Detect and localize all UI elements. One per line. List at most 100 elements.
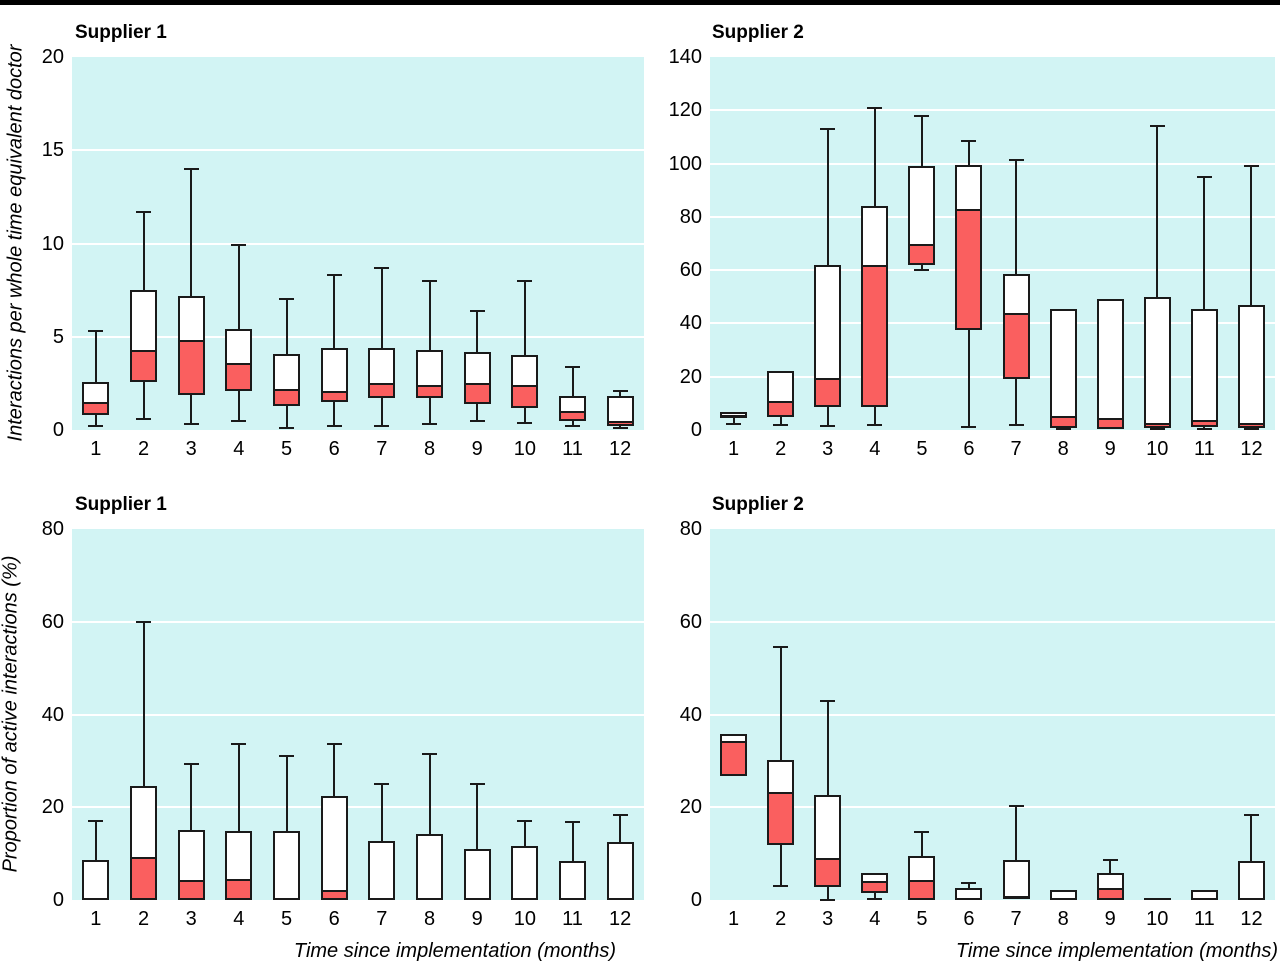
whisker-cap-bottom-month-12 [1243, 428, 1259, 431]
iqr-box-month-12 [606, 842, 634, 900]
y-tick-label-40: 40 [679, 703, 702, 726]
x-tick-label-month-3: 3 [185, 438, 197, 460]
x-tick-label-month-11: 11 [562, 908, 583, 930]
whisker-line-month-1 [732, 412, 735, 425]
y-tick-label-80: 80 [679, 518, 702, 540]
whisker-cap-top-month-9 [469, 309, 485, 312]
x-tick-label-month-6: 6 [328, 438, 340, 460]
whisker-cap-top-month-9 [1102, 858, 1118, 861]
median-band-month-6 [322, 889, 346, 898]
whisker-cap-bottom-month-4 [231, 419, 247, 422]
y-tick-label-140: 140 [668, 46, 702, 68]
x-tick-label-month-4: 4 [869, 908, 881, 930]
whisker-cap-top-month-11 [1196, 175, 1212, 178]
whisker-cap-top-month-6 [961, 139, 977, 142]
gridline-40 [710, 713, 1275, 716]
whisker-cap-top-month-9 [469, 783, 485, 786]
x-tick-label-month-9: 9 [471, 908, 483, 930]
x-tick-label-month-5: 5 [916, 908, 928, 930]
whisker-line-month-10 [1156, 126, 1159, 429]
median-band-month-2 [769, 400, 793, 415]
whisker-line-month-7 [380, 267, 383, 427]
whisker-cap-top-month-6 [326, 743, 342, 746]
y-tick-label-60: 60 [679, 259, 702, 282]
x-tick-label-month-4: 4 [233, 438, 245, 460]
x-tick-label-month-1: 1 [90, 438, 102, 460]
whisker-cap-top-month-4 [231, 743, 247, 746]
median-band-month-1 [722, 741, 746, 774]
whisker-cap-top-month-3 [183, 763, 199, 766]
y-tick-label-0: 0 [690, 889, 702, 911]
median-band-month-5 [910, 243, 934, 263]
x-axis-label-right: Time since implementation (months) [955, 940, 1278, 962]
y-tick-label-80: 80 [679, 205, 702, 228]
iqr-box-month-11 [559, 860, 586, 900]
boxplot-panel-supplier2-proportion: 0 20 40 60 80 1 2 3 4 5 6 7 8 9 10 11 12 [680, 519, 1275, 930]
x-tick-label-month-11: 11 [1193, 908, 1215, 930]
whisker-cap-bottom-month-3 [820, 425, 836, 427]
x-tick-label-month-7: 7 [376, 438, 388, 460]
x-tick-label-month-10: 10 [513, 438, 536, 460]
gridline-15 [72, 149, 644, 152]
y-tick-label-0: 0 [52, 889, 64, 911]
gridline-40 [710, 322, 1275, 325]
whisker-cap-bottom-month-7 [1008, 423, 1024, 426]
whisker-line-month-12 [1250, 166, 1253, 430]
whisker-cap-bottom-month-4 [867, 898, 883, 901]
median-band-month-4 [863, 264, 887, 406]
x-tick-label-month-1: 1 [90, 908, 102, 930]
y-tick-label-80: 80 [41, 518, 64, 540]
median-band-month-4 [227, 362, 251, 389]
whisker-cap-bottom-month-8 [422, 423, 437, 426]
x-tick-label-month-11: 11 [1193, 438, 1215, 460]
median-band-month-10 [1145, 422, 1169, 426]
whisker-cap-top-month-4 [867, 106, 883, 109]
median-band-month-3 [179, 340, 203, 393]
x-tick-label-month-1: 1 [727, 438, 740, 460]
x-tick-label-month-4: 4 [233, 908, 245, 930]
y-tick-label-10: 10 [41, 232, 64, 255]
x-tick-label-month-6: 6 [963, 908, 975, 930]
whisker-cap-top-month-7 [1008, 158, 1024, 161]
x-tick-label-month-10: 10 [1146, 438, 1169, 460]
whisker-cap-top-month-5 [279, 755, 294, 758]
whisker-cap-bottom-month-10 [1149, 427, 1165, 430]
whisker-cap-top-month-1 [88, 330, 104, 333]
whisker-cap-top-month-5 [914, 114, 930, 117]
whisker-cap-top-month-11 [565, 820, 580, 823]
y-tick-label-40: 40 [679, 312, 702, 335]
median-band-month-8 [418, 385, 441, 397]
chart-title-top-right: Supplier 2 [712, 22, 804, 43]
gridline-20 [72, 806, 644, 809]
whisker-cap-top-month-1 [88, 820, 104, 823]
x-tick-label-month-7: 7 [1010, 438, 1022, 460]
whisker-cap-top-month-8 [422, 753, 437, 756]
whisker-line-month-5 [285, 756, 288, 900]
median-band-month-9 [1098, 418, 1122, 427]
whisker-line-month-9 [476, 784, 479, 900]
whisker-cap-top-month-6 [961, 882, 977, 885]
median-band-month-8 [1051, 415, 1075, 426]
x-tick-label-month-12: 12 [609, 908, 632, 930]
median-band-month-12 [608, 420, 632, 425]
median-band-month-9 [465, 383, 489, 402]
whisker-cap-top-month-7 [1008, 805, 1024, 808]
iqr-box-month-6 [955, 888, 983, 900]
gridline-60 [72, 620, 644, 623]
x-tick-label-month-1: 1 [727, 908, 740, 930]
x-tick-label-month-11: 11 [562, 438, 583, 460]
median-band-month-12 [1239, 422, 1263, 426]
whisker-cap-top-month-5 [914, 830, 930, 833]
iqr-box-month-8 [416, 833, 443, 900]
x-tick-label-month-8: 8 [1057, 438, 1069, 460]
median-band-month-1 [722, 414, 746, 417]
boxplot-panel-supplier1-interactions: 0 5 10 15 20 1 2 3 4 5 6 7 8 9 10 11 12 [42, 47, 644, 460]
boxplot-panel-supplier1-proportion: 0 20 40 60 80 1 2 3 4 5 6 7 8 9 10 11 12 [42, 519, 644, 930]
y-tick-label-20: 20 [679, 365, 702, 388]
x-tick-label-month-3: 3 [822, 438, 834, 460]
whisker-line-month-10 [523, 280, 526, 423]
median-band-month-11 [1192, 419, 1216, 426]
y-tick-label-15: 15 [41, 139, 64, 162]
whisker-cap-bottom-month-4 [867, 423, 883, 426]
iqr-box-month-12 [1237, 304, 1265, 428]
